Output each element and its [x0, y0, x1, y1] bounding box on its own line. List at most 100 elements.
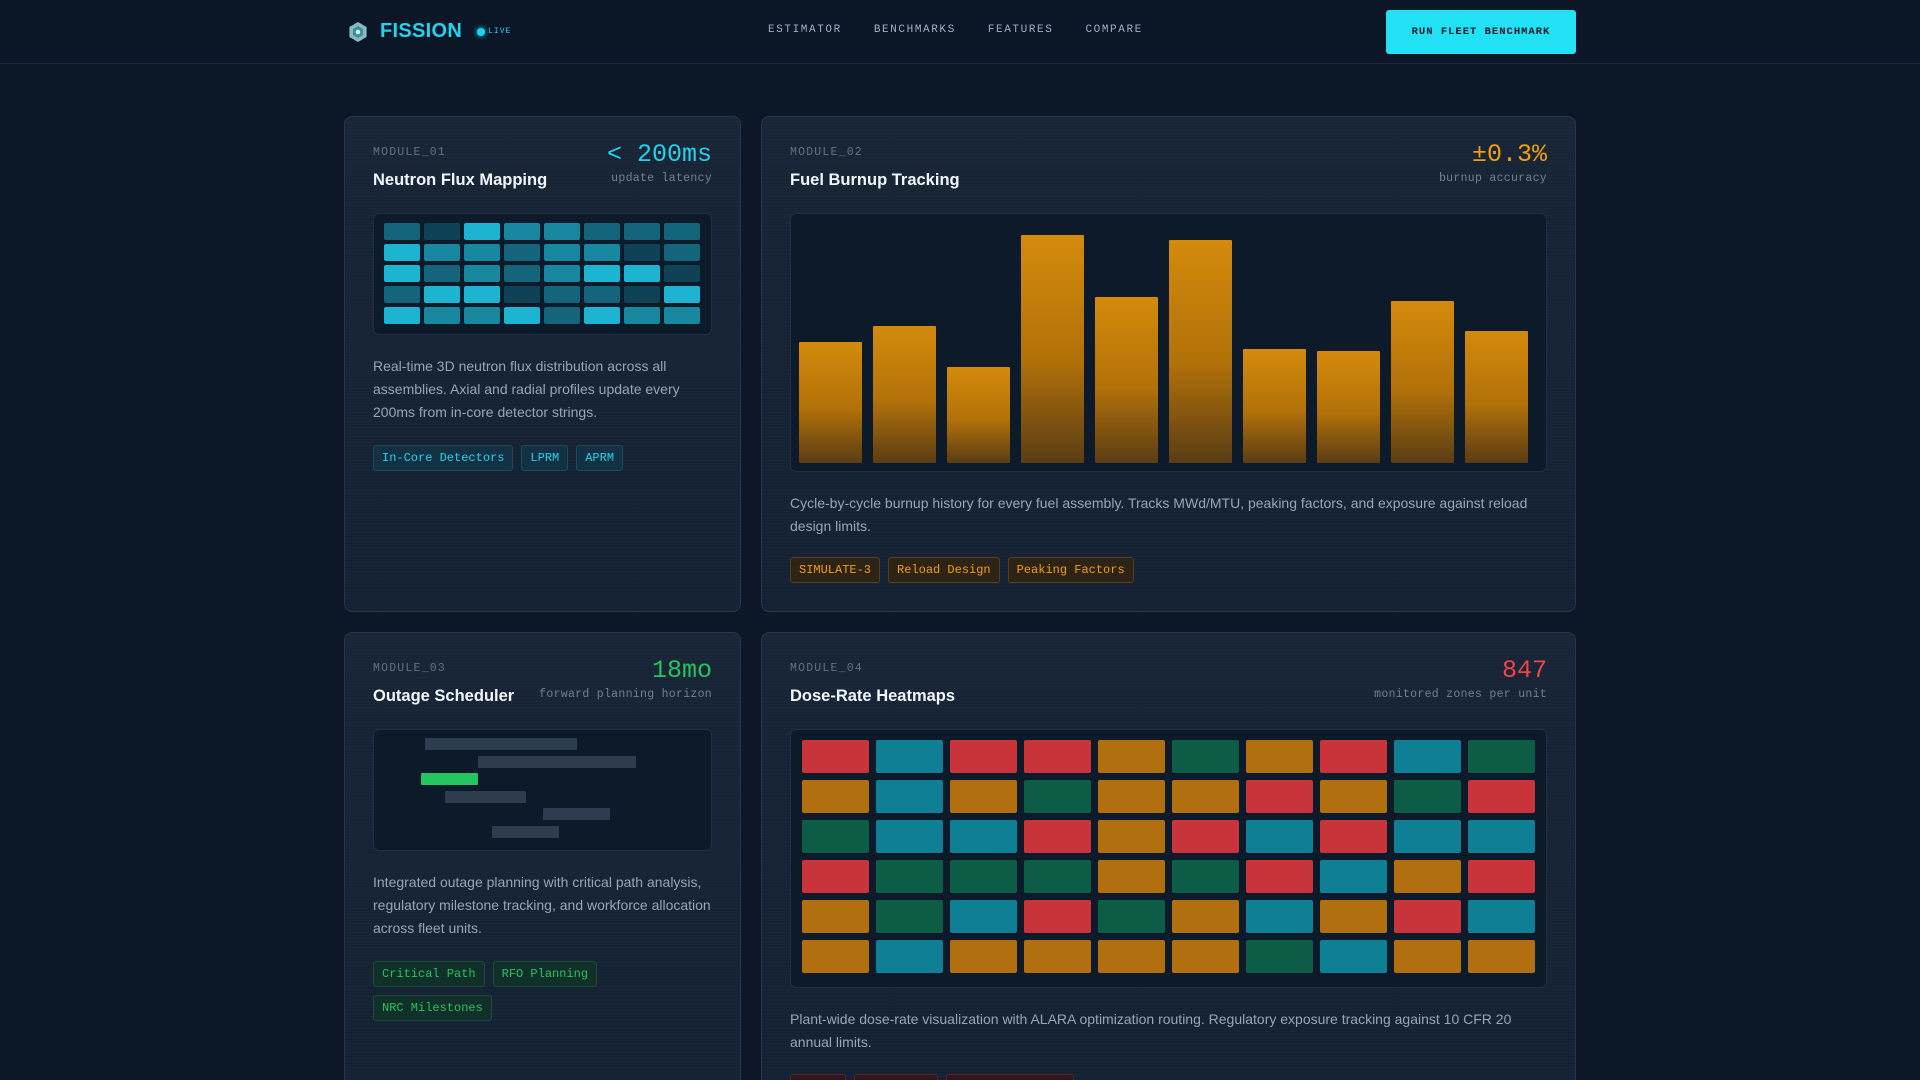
flux-cell	[544, 223, 580, 240]
dose-zone-cell	[1468, 900, 1535, 933]
flux-cell	[544, 286, 580, 303]
module-description: Integrated outage planning with critical…	[373, 874, 711, 936]
flux-cell	[504, 223, 540, 240]
flux-cell	[504, 286, 540, 303]
dose-grid	[791, 730, 1546, 983]
nav-features[interactable]: FEATURES	[987, 24, 1054, 36]
nav-estimator[interactable]: ESTIMATOR	[768, 24, 842, 36]
flux-cell	[504, 265, 540, 282]
dose-zone-cell	[950, 820, 1017, 853]
dose-zone-cell	[876, 780, 943, 813]
dose-zone-cell	[802, 820, 869, 853]
flux-cell	[384, 223, 420, 240]
dose-zone-cell	[1394, 940, 1461, 973]
burnup-bar	[947, 367, 1010, 463]
dose-zone-cell	[1320, 740, 1387, 773]
module-card-outage-scheduler: MODULE_03 Outage Scheduler 18mo forward …	[344, 632, 741, 1080]
dose-zone-cell	[1320, 820, 1387, 853]
gantt-task-bar	[445, 790, 526, 803]
module-title: Fuel Burnup Tracking	[790, 171, 960, 189]
flux-cell	[424, 244, 460, 261]
module-id: MODULE_04	[790, 662, 863, 675]
dose-zone-cell	[950, 780, 1017, 813]
nav-benchmarks[interactable]: BENCHMARKS	[873, 24, 956, 36]
metric-value: ±0.3%	[1471, 140, 1547, 169]
dose-zone-cell	[1172, 820, 1239, 853]
flux-cell	[544, 307, 580, 324]
tag: LPRM	[521, 445, 569, 471]
flux-cell	[624, 223, 660, 240]
gantt-visual	[373, 729, 712, 851]
burnup-bar	[799, 342, 862, 463]
gantt-chart	[374, 730, 711, 850]
dose-zone-cell	[1246, 740, 1313, 773]
main-nav: ESTIMATOR BENCHMARKS FEATURES COMPARE	[768, 24, 1143, 36]
module-card-neutron-flux: MODULE_01 Neutron Flux Mapping < 200ms u…	[344, 116, 741, 612]
dose-zone-cell	[1394, 780, 1461, 813]
dose-zone-cell	[1394, 900, 1461, 933]
gantt-task-bar	[492, 825, 559, 838]
tag: Reload Design	[888, 557, 1000, 583]
tag: In-Core Detectors	[373, 445, 514, 471]
burnup-bar	[1021, 235, 1084, 463]
flux-cell	[624, 244, 660, 261]
flux-cell	[384, 286, 420, 303]
dose-zone-cell	[1394, 820, 1461, 853]
module-description: Real-time 3D neutron flux distribution a…	[373, 358, 680, 420]
run-fleet-benchmark-button[interactable]: RUN FLEET BENCHMARK	[1386, 10, 1576, 54]
module-id: MODULE_02	[790, 146, 863, 159]
dose-heatmap-visual	[790, 729, 1547, 988]
dose-zone-cell	[1098, 900, 1165, 933]
flux-cell	[624, 286, 660, 303]
brand-logo[interactable]: FISSION LIVE	[347, 20, 511, 43]
dose-zone-cell	[1024, 740, 1091, 773]
dose-zone-cell	[1468, 740, 1535, 773]
burnup-bar-visual	[790, 213, 1547, 472]
flux-cell	[664, 223, 700, 240]
module-id: MODULE_03	[373, 662, 446, 675]
flux-cell	[424, 286, 460, 303]
atom-logo-icon	[349, 21, 367, 42]
flux-cell	[424, 307, 460, 324]
flux-cell	[584, 244, 620, 261]
flux-cell	[464, 265, 500, 282]
tag: SIMULATE-3	[790, 557, 881, 583]
tag: Critical Path	[373, 961, 485, 987]
burnup-bar	[1317, 351, 1380, 463]
top-header: FISSION LIVE ESTIMATOR BENCHMARKS FEATUR…	[0, 0, 1920, 64]
dose-zone-cell	[876, 860, 943, 893]
dose-zone-cell	[950, 740, 1017, 773]
dose-zone-cell	[802, 780, 869, 813]
dose-zone-cell	[1024, 780, 1091, 813]
live-indicator: LIVE	[477, 27, 511, 36]
module-description: Plant-wide dose-rate visualization with …	[790, 1011, 1512, 1050]
dose-zone-cell	[802, 900, 869, 933]
burnup-bar	[1391, 301, 1454, 463]
flux-cell	[544, 265, 580, 282]
flux-cell	[424, 265, 460, 282]
brand-name: FISSION	[380, 20, 463, 42]
flux-cell	[424, 223, 460, 240]
dose-zone-cell	[1320, 860, 1387, 893]
dose-zone-cell	[1394, 860, 1461, 893]
dose-zone-cell	[1172, 860, 1239, 893]
tag	[946, 1074, 1074, 1080]
nav-compare[interactable]: COMPARE	[1085, 24, 1143, 36]
dose-zone-cell	[950, 940, 1017, 973]
gantt-task-bar	[425, 738, 577, 750]
dose-zone-cell	[876, 900, 943, 933]
gantt-task-bar	[543, 808, 610, 820]
dose-zone-cell	[1246, 900, 1313, 933]
flux-cell	[464, 307, 500, 324]
tag	[790, 1074, 846, 1080]
dose-zone-cell	[1024, 820, 1091, 853]
tag-list: SIMULATE-3 Reload Design Peaking Factors	[790, 557, 1555, 583]
burnup-bar	[1169, 240, 1232, 463]
flux-cell	[664, 286, 700, 303]
dose-zone-cell	[950, 860, 1017, 893]
module-metric: ±0.3% burnup accuracy	[1439, 140, 1547, 186]
dose-zone-cell	[876, 940, 943, 973]
tag: Peaking Factors	[1007, 557, 1134, 583]
dose-zone-cell	[1320, 940, 1387, 973]
dose-zone-cell	[1468, 780, 1535, 813]
